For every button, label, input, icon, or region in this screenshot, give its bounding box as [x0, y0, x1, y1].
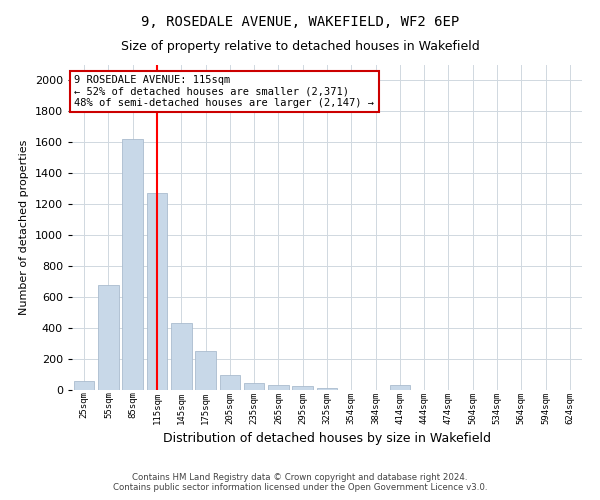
Y-axis label: Number of detached properties: Number of detached properties — [19, 140, 29, 315]
Bar — [195, 352, 216, 390]
Text: 9, ROSEDALE AVENUE, WAKEFIELD, WF2 6EP: 9, ROSEDALE AVENUE, WAKEFIELD, WF2 6EP — [141, 15, 459, 29]
Text: Size of property relative to detached houses in Wakefield: Size of property relative to detached ho… — [121, 40, 479, 53]
Text: Contains HM Land Registry data © Crown copyright and database right 2024.
Contai: Contains HM Land Registry data © Crown c… — [113, 473, 487, 492]
Bar — [74, 380, 94, 390]
Bar — [317, 388, 337, 390]
Bar — [244, 383, 265, 390]
Bar — [146, 194, 167, 390]
Bar — [292, 386, 313, 390]
X-axis label: Distribution of detached houses by size in Wakefield: Distribution of detached houses by size … — [163, 432, 491, 445]
Bar — [389, 386, 410, 390]
Bar — [171, 324, 191, 390]
Text: 9 ROSEDALE AVENUE: 115sqm
← 52% of detached houses are smaller (2,371)
48% of se: 9 ROSEDALE AVENUE: 115sqm ← 52% of detac… — [74, 75, 374, 108]
Bar — [122, 140, 143, 390]
Bar — [268, 386, 289, 390]
Bar — [98, 285, 119, 390]
Bar — [220, 374, 240, 390]
